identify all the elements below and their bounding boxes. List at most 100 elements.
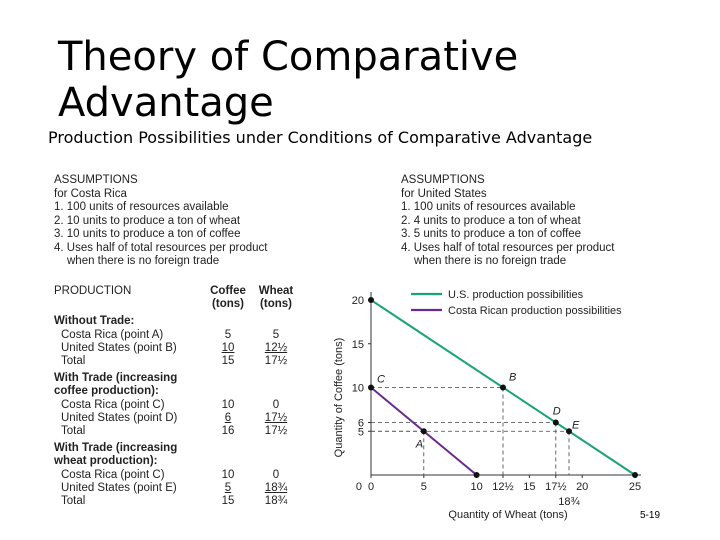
- production-sections: Without Trade: Costa Rica (point A) 5 5 Unit…: [54, 311, 304, 508]
- wheat-header: Wheat: [258, 285, 294, 297]
- slide-subtitle: Production Possibilities under Condition…: [48, 128, 593, 147]
- x-axis-title: Quantity of Wheat (tons): [448, 509, 567, 521]
- production-table: PRODUCTION Coffee Wheat (tons) (tons) Wi…: [54, 285, 304, 508]
- section-title-cont: coffee production):: [54, 385, 159, 398]
- production-row: Total 16 17½: [54, 425, 304, 438]
- us-assumption-6: when there is no foreign trade: [414, 255, 567, 267]
- wheat-value: 12½: [264, 341, 288, 354]
- coffee-value: 6: [224, 411, 232, 424]
- end-point: [632, 472, 638, 478]
- coffee-value: 10: [221, 398, 235, 411]
- legend-label-0: U.S. production possibilities: [448, 289, 584, 301]
- us-assumption-4: 3. 5 units to produce a ton of coffee: [401, 228, 582, 240]
- coffee-value: 15: [221, 355, 235, 368]
- coffee-value: 5: [224, 481, 232, 494]
- x-tick-label: 20: [576, 481, 588, 493]
- row-label: Total: [61, 495, 86, 508]
- section-title: With Trade (increasing: [54, 442, 178, 455]
- y-tick-label: 10: [352, 383, 364, 395]
- wheat-value: 0: [272, 398, 280, 411]
- us-assumption-2: 1. 100 units of resources available: [401, 201, 576, 213]
- production-row: Costa Rica (point C) 10 0: [54, 399, 304, 412]
- point-a: [420, 428, 427, 435]
- title-line-2: Advantage: [58, 80, 274, 126]
- y-tick-label: 15: [352, 339, 364, 351]
- point-label-e: E: [572, 419, 580, 431]
- coffee-value: 5: [224, 328, 232, 341]
- row-label: United States (point B): [61, 341, 177, 354]
- us-assumptions: ASSUMPTIONS for United States 1. 100 uni…: [401, 174, 615, 269]
- slide-title: Theory of Comparative Advantage: [58, 34, 518, 126]
- y-tick-label: 6: [358, 418, 364, 430]
- cr-assumption-2: 1. 100 units of resources available: [54, 201, 229, 213]
- us-assumption-1: for United States: [401, 187, 487, 200]
- y-axis-title: Quantity of Coffee (tons): [333, 338, 345, 458]
- point-label-c: C: [377, 374, 385, 386]
- production-row: Total 15 18¾: [54, 495, 304, 508]
- point-e: [566, 428, 572, 435]
- row-label: United States (point D): [61, 411, 178, 424]
- point-d: [552, 419, 559, 426]
- y-tick-label: 20: [352, 295, 364, 307]
- x-tick-label: 12½: [492, 481, 513, 493]
- cr-assumption-6: when there is no foreign trade: [67, 255, 220, 267]
- production-header-label: PRODUCTION: [54, 285, 132, 297]
- legend-label-1: Costa Rican production possibilities: [448, 305, 622, 317]
- wheat-value: 0: [272, 468, 280, 481]
- x-tick-label: 10: [470, 481, 482, 493]
- section-title: With Trade (increasing: [54, 372, 178, 385]
- coffee-value: 10: [221, 468, 235, 481]
- coffee-value: 16: [221, 425, 235, 438]
- x-extra-label: 18¾: [558, 496, 580, 508]
- us-assumption-5: 4. Uses half of total resources per prod…: [401, 241, 615, 254]
- point-c: [368, 384, 374, 391]
- wheat-value: 17½: [264, 411, 288, 424]
- production-row: United States (point B) 10 12½: [54, 342, 304, 355]
- end-point: [473, 472, 480, 478]
- wheat-value: 17½: [264, 355, 288, 368]
- wheat-value: 18¾: [264, 495, 288, 508]
- page-number: 5-19: [640, 510, 661, 521]
- point-label-d: D: [553, 406, 561, 418]
- us-assumption-0: ASSUMPTIONS: [401, 174, 485, 186]
- cr-assumption-5: 4. Uses half of total resources per prod…: [54, 241, 268, 254]
- series-line-0: [370, 299, 636, 476]
- section-title-cont: wheat production):: [54, 455, 158, 468]
- us-assumption-3: 2. 4 units to produce a ton of wheat: [401, 214, 581, 227]
- origin-label: 0: [356, 481, 362, 493]
- production-row: Costa Rica (point C) 10 0: [54, 469, 304, 482]
- x-tick-label: 17½: [545, 481, 566, 493]
- wheat-value: 5: [272, 328, 280, 341]
- point-label-b: B: [509, 372, 516, 384]
- row-label: Total: [61, 425, 86, 438]
- cr-assumption-3: 2. 10 units to produce a ton of wheat: [54, 214, 241, 227]
- coffee-header: Coffee: [210, 285, 246, 297]
- row-label: Costa Rica (point C): [61, 468, 165, 481]
- section-title: Without Trade:: [54, 315, 135, 328]
- cr-assumption-1: for Costa Rica: [54, 187, 127, 200]
- production-header: PRODUCTION Coffee Wheat: [54, 285, 304, 298]
- y-tick-label: 5: [358, 426, 364, 438]
- production-row: Costa Rica (point A) 5 5: [54, 329, 304, 342]
- cr-assumption-4: 3. 10 units to produce a ton of coffee: [54, 228, 241, 240]
- production-row: United States (point D) 6 17½: [54, 412, 304, 425]
- x-tick-label: 25: [629, 481, 641, 493]
- point-label-a: A: [415, 438, 423, 450]
- production-row: Total 15 17½: [54, 355, 304, 368]
- series-line-1: [370, 386, 478, 476]
- x-tick-label: 5: [421, 481, 427, 493]
- wheat-value: 17½: [264, 425, 288, 438]
- row-label: Total: [61, 355, 86, 368]
- coffee-value: 15: [221, 495, 235, 508]
- wheat-units: (tons): [260, 298, 292, 311]
- coffee-units: (tons): [212, 298, 244, 311]
- point-b: [500, 384, 506, 391]
- coffee-value: 10: [221, 341, 235, 354]
- production-header-units: (tons) (tons): [54, 298, 304, 311]
- x-tick-label: 0: [368, 481, 374, 493]
- title-line-1: Theory of Comparative: [58, 34, 519, 80]
- end-point: [368, 297, 374, 303]
- row-label: United States (point E): [61, 481, 177, 494]
- x-tick-label: 15: [523, 481, 535, 493]
- production-row: United States (point E) 5 18¾: [54, 482, 304, 495]
